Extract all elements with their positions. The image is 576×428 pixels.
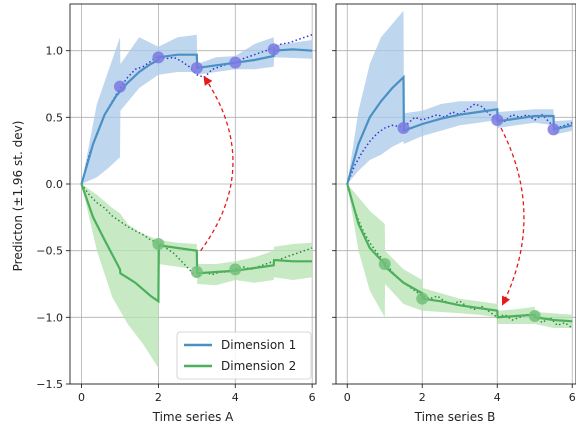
plot-area [346, 10, 573, 329]
marker-dimension-2-0 [152, 238, 165, 250]
mean-line-dimension-2 [80, 183, 313, 304]
marker-dimension-2-2 [229, 263, 242, 276]
y-tick-label--0.5: −0.5 [36, 245, 63, 258]
y-tick-label--1: −1.0 [36, 311, 63, 324]
plot-area [80, 33, 313, 368]
y-tick-label--1.5: −1.5 [36, 378, 63, 391]
y-axis-label: Predicton (±1.96 st. dev) [11, 121, 25, 272]
x-axis-label-a: Time series A [152, 410, 235, 424]
observed-dimension-1 [346, 103, 573, 185]
marker-dimension-1-2 [190, 62, 203, 74]
axes-frame [69, 3, 317, 385]
x-tick-label-4: 4 [494, 391, 501, 404]
marker-dimension-2-2 [528, 310, 541, 322]
panel-time-series-a: 0 2 4 6 −1.5 −1.0 −0.5 0.0 0.5 1.0 [36, 3, 317, 404]
marker-dimension-1-0 [397, 122, 410, 134]
band-dimension-1 [347, 10, 573, 185]
band-dimension-2 [347, 184, 573, 328]
mean-line-dimension-1 [346, 74, 573, 185]
marker-dimension-1-1 [491, 114, 504, 126]
x-tick-label-6: 6 [569, 391, 576, 404]
marker-dimension-1-2 [547, 123, 560, 136]
transfer-arrow [200, 75, 234, 252]
marker-dimension-1-1 [152, 51, 165, 64]
legend-label-dimension-1: Dimension 1 [221, 338, 296, 352]
x-tick-label-6: 6 [309, 391, 316, 404]
y-tick-label-0: 0.0 [46, 178, 64, 191]
x-tick-label-0: 0 [344, 391, 351, 404]
x-axis-label-b: Time series B [414, 410, 496, 424]
x-tick-label-0: 0 [78, 391, 85, 404]
marker-dimension-2-1 [190, 266, 203, 278]
x-tick-label-4: 4 [232, 391, 239, 404]
x-tick-label-2: 2 [155, 391, 162, 404]
x-tick-label-2: 2 [419, 391, 426, 404]
y-tick-label-0.5: 0.5 [46, 111, 64, 124]
legend: Dimension 1 Dimension 2 [176, 331, 312, 380]
axes-frame [335, 3, 576, 385]
marker-dimension-1-3 [229, 56, 242, 69]
band-dimension-2 [81, 184, 313, 368]
marker-dimension-2-0 [378, 258, 391, 270]
marker-dimension-2-1 [416, 292, 429, 305]
y-tick-label-1: 1.0 [46, 45, 64, 58]
legend-label-dimension-2: Dimension 2 [221, 359, 296, 373]
transfer-arrow [500, 127, 525, 306]
marker-dimension-1-0 [113, 80, 126, 93]
mean-line-dimension-1 [80, 48, 313, 185]
marker-dimension-1-4 [267, 43, 280, 56]
panel-time-series-b: 0 2 4 6 [332, 3, 576, 404]
